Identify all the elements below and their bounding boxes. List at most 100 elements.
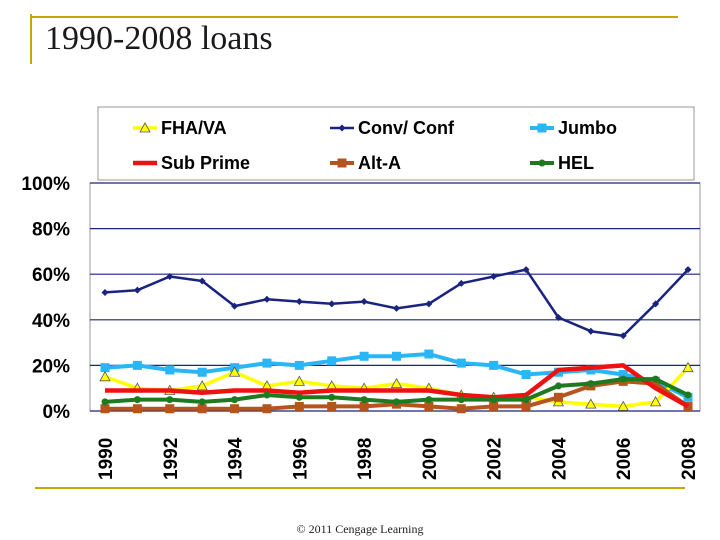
y-tick-label: 0%: [43, 402, 71, 423]
data-point-conv-conf: [522, 266, 530, 274]
data-point-conv-conf: [425, 300, 433, 308]
data-point-alt-a: [327, 401, 337, 411]
data-point-jumbo: [100, 363, 110, 373]
series-conv-conf: [101, 266, 692, 340]
legend-marker: [337, 158, 347, 168]
data-point-alt-a: [100, 404, 110, 414]
x-tick-label: 2000: [420, 438, 441, 480]
data-point-jumbo: [618, 370, 628, 380]
data-point-hel: [295, 393, 303, 401]
data-point-hel: [101, 398, 109, 406]
x-tick-label: 1998: [355, 438, 376, 480]
data-point-alt-a: [165, 404, 175, 414]
y-tick-label: 20%: [32, 356, 70, 377]
series-hel: [101, 375, 692, 406]
data-point-conv-conf: [554, 314, 562, 322]
data-point-jumbo: [165, 365, 175, 375]
legend-item-sub-prime: Sub Prime: [133, 153, 250, 173]
data-point-jumbo: [586, 365, 596, 375]
copyright-text: © 2011 Cengage Learning: [296, 522, 424, 536]
x-tick-label: 2002: [485, 438, 506, 480]
legend-label: Jumbo: [558, 118, 617, 138]
series-line-sub-prime: [105, 363, 690, 409]
data-point-conv-conf: [457, 279, 465, 287]
data-point-hel: [522, 396, 530, 404]
data-point-hel: [263, 391, 271, 399]
data-point-conv-conf: [198, 277, 206, 285]
series-lines: [99, 266, 694, 414]
data-point-alt-a: [489, 401, 499, 411]
data-point-hel: [554, 382, 562, 390]
legend: FHA/VA Conv/ Conf Jumbo Sub Prime Alt-A HEL: [133, 118, 617, 173]
data-point-hel: [587, 380, 595, 388]
data-point-hel: [231, 396, 239, 404]
y-tick-label: 80%: [32, 220, 70, 241]
x-tick-label: 1990: [96, 438, 117, 480]
data-point-conv-conf: [328, 300, 336, 308]
data-point-alt-a: [521, 401, 531, 411]
data-point-hel: [393, 398, 400, 406]
data-point-conv-conf: [101, 288, 109, 296]
y-axis-tick-labels: 0% 20% 40% 60% 80% 100%: [21, 174, 70, 423]
data-point-fha-va: [228, 366, 241, 377]
title-frame-top-rule: [30, 16, 678, 18]
data-point-hel: [328, 393, 336, 401]
data-point-jumbo: [197, 367, 207, 377]
data-point-conv-conf: [652, 300, 660, 308]
data-point-jumbo: [521, 370, 531, 380]
data-point-fha-va: [585, 398, 597, 409]
data-point-jumbo: [262, 358, 272, 368]
data-point-hel: [166, 396, 174, 404]
data-point-conv-conf: [619, 332, 627, 340]
data-point-alt-a: [553, 392, 563, 402]
data-point-conv-conf: [166, 272, 174, 280]
data-point-conv-conf: [587, 327, 595, 335]
x-tick-label: 1992: [161, 438, 182, 480]
x-axis-tick-labels: 1990 1992 1994 1996 1998 2000 2002 2004 2006 2008: [96, 437, 700, 480]
data-point-hel: [619, 375, 627, 383]
data-point-fha-va: [196, 380, 208, 391]
data-point-alt-a: [197, 404, 207, 414]
data-point-hel: [652, 375, 660, 383]
legend-box: [97, 106, 695, 181]
data-point-jumbo: [327, 356, 337, 366]
legend-label: FHA/VA: [161, 118, 227, 138]
data-point-alt-a: [230, 404, 240, 414]
data-point-hel: [490, 396, 498, 404]
data-point-jumbo: [359, 351, 369, 361]
data-point-fha-va: [682, 361, 694, 373]
legend-marker: [537, 123, 547, 133]
data-point-jumbo: [456, 358, 466, 368]
data-point-conv-conf: [231, 302, 239, 310]
data-point-alt-a: [683, 401, 693, 411]
x-tick-label: 2008: [679, 438, 700, 480]
data-point-conv-conf: [295, 298, 303, 306]
data-point-jumbo: [392, 351, 401, 361]
legend-item-fha-va: FHA/VA: [133, 118, 227, 138]
data-point-conv-conf: [360, 298, 368, 306]
data-point-hel: [360, 396, 368, 404]
y-tick-label: 60%: [32, 265, 70, 286]
plot-area: [89, 182, 701, 412]
legend-label: Alt-A: [358, 153, 401, 173]
data-point-jumbo: [489, 360, 499, 370]
legend-item-conv-conf: Conv/ Conf: [330, 118, 455, 138]
series-sub-prime: [105, 363, 690, 409]
data-point-jumbo: [294, 360, 304, 370]
data-point-jumbo: [424, 349, 434, 359]
legend-item-hel: HEL: [530, 153, 594, 173]
title-frame-left-rule: [30, 14, 32, 64]
data-point-conv-conf: [263, 295, 271, 303]
legend-marker: [538, 159, 546, 167]
y-tick-label: 100%: [21, 174, 70, 195]
x-tick-label: 2006: [614, 438, 635, 480]
data-point-alt-a: [651, 379, 661, 389]
data-point-alt-a: [359, 401, 369, 411]
data-point-fha-va: [649, 396, 662, 407]
data-point-conv-conf: [133, 286, 141, 294]
y-tick-label: 40%: [32, 311, 70, 332]
data-point-hel: [425, 396, 433, 404]
legend-label: Conv/ Conf: [358, 118, 455, 138]
legend-label: Sub Prime: [161, 153, 250, 173]
